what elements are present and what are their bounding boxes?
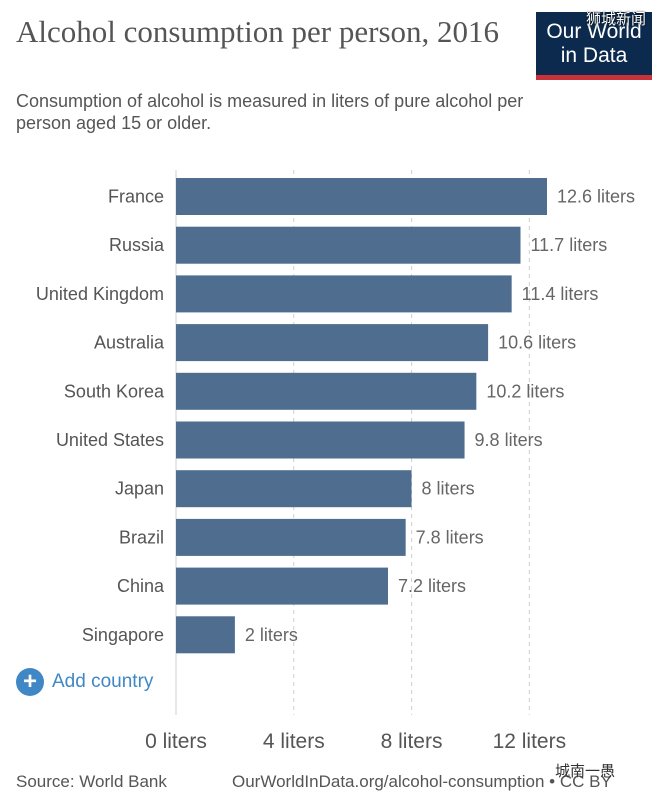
owid-logo[interactable]: Our World in Data [536, 12, 652, 80]
x-tick-label: 8 liters [381, 730, 443, 753]
bar-singapore [176, 616, 235, 654]
add-country-label: Add country [52, 671, 154, 692]
chart-title: Alcohol consumption per person, 2016 [16, 14, 500, 49]
category-label: South Korea [64, 381, 165, 401]
logo-line-2: in Data [560, 44, 628, 67]
value-label: 11.4 liters [522, 284, 599, 304]
plus-icon: + [16, 668, 44, 696]
value-label: 9.8 liters [475, 430, 543, 450]
value-label: 10.2 liters [486, 381, 564, 401]
category-label: Japan [115, 479, 164, 499]
value-label: 7.2 liters [398, 576, 466, 596]
bar-russia [176, 226, 521, 264]
value-label: 12.6 liters [557, 187, 635, 207]
source-text: Source: World Bank [16, 772, 167, 791]
category-label: China [117, 576, 165, 596]
category-label: United Kingdom [36, 284, 164, 304]
x-tick-label: 0 liters [145, 730, 207, 753]
bar-france [176, 178, 547, 215]
add-country-button[interactable]: + Add country [16, 668, 153, 696]
category-label: Singapore [82, 625, 164, 645]
bar-japan [176, 470, 412, 508]
category-label: Brazil [119, 527, 164, 547]
bar-chart: 0 liters 4 liters 8 liters 12 liters France 1… [36, 170, 635, 753]
value-label: 10.6 liters [498, 333, 576, 353]
bar-south-korea [176, 372, 477, 410]
chart-subtitle: Consumption of alcohol is measured in li… [16, 91, 524, 133]
source-url-link[interactable]: OurWorldInData.org/alcohol-consumption •… [232, 772, 612, 791]
watermark-top: 狮城新闻 [586, 11, 647, 28]
category-label: Russia [109, 235, 165, 255]
x-tick-label: 4 liters [263, 730, 325, 753]
bar-united-states [176, 421, 465, 459]
x-tick-label: 12 liters [493, 730, 567, 753]
bar-china [176, 567, 388, 605]
category-label: France [108, 187, 164, 207]
watermark-bottom: 城南一愚 [555, 763, 616, 780]
bar-brazil [176, 518, 406, 556]
category-label: United States [56, 430, 164, 450]
category-label: Australia [94, 333, 165, 353]
logo-line-1: Our World [546, 20, 642, 43]
bar-australia [176, 324, 489, 362]
value-label: 11.7 liters [531, 235, 608, 255]
value-label: 2 liters [245, 625, 298, 645]
value-label: 7.8 liters [416, 527, 484, 547]
bar-united-kingdom [176, 275, 512, 313]
value-label: 8 liters [422, 479, 475, 499]
